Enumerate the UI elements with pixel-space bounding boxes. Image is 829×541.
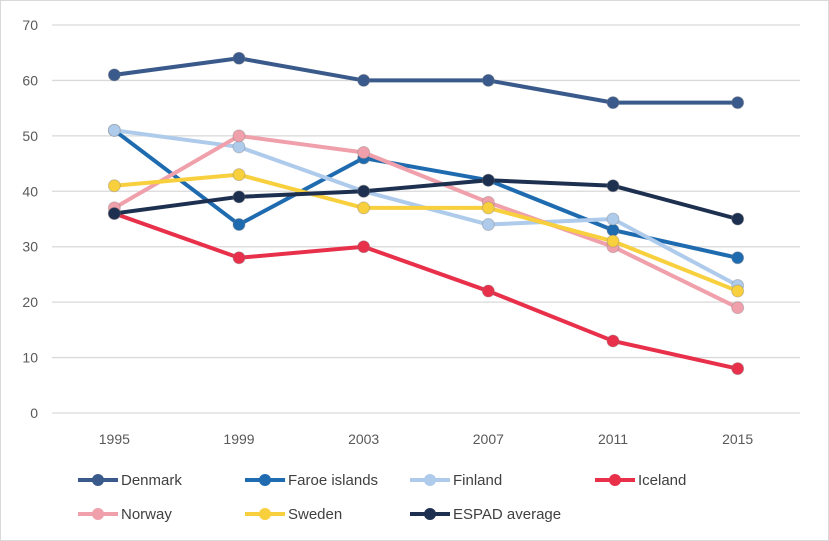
series-iceland — [107, 206, 745, 376]
legend-swatch-marker — [259, 474, 271, 486]
legend-swatch-marker — [424, 474, 436, 486]
y-tick-label: 20 — [22, 294, 38, 310]
legend-item: Finland — [410, 472, 502, 489]
data-point — [606, 179, 620, 193]
data-point — [232, 51, 246, 65]
y-tick-label: 40 — [22, 183, 38, 199]
legend-swatch-marker — [92, 508, 104, 520]
data-point — [232, 129, 246, 143]
data-point — [232, 190, 246, 204]
data-point — [731, 251, 745, 265]
legend-label: ESPAD average — [453, 506, 561, 523]
data-point — [107, 123, 121, 137]
series-norway — [107, 129, 745, 315]
data-point — [107, 206, 121, 220]
series-sweden — [107, 168, 745, 298]
data-point — [731, 301, 745, 315]
legend-label: Sweden — [288, 506, 342, 523]
data-point — [606, 223, 620, 237]
data-point — [357, 145, 371, 159]
y-tick-label: 0 — [30, 405, 38, 421]
series-line — [113, 211, 739, 371]
data-point — [357, 201, 371, 215]
data-point — [481, 173, 495, 187]
series-lines — [107, 51, 745, 376]
legend-item: Faroe islands — [245, 472, 378, 489]
x-tick-label: 2011 — [598, 431, 628, 447]
data-point — [481, 284, 495, 298]
x-tick-label: 2015 — [722, 431, 753, 447]
x-tick-label: 2007 — [473, 431, 504, 447]
data-point — [107, 179, 121, 193]
data-point — [357, 240, 371, 254]
y-tick-label: 70 — [22, 17, 38, 33]
legend-item: Sweden — [245, 506, 342, 523]
series-denmark — [107, 51, 745, 110]
data-point — [606, 212, 620, 226]
data-point — [481, 201, 495, 215]
y-axis-ticks: 0 10 20 30 40 50 60 70 — [22, 17, 38, 421]
data-point — [731, 284, 745, 298]
data-point — [232, 251, 246, 265]
legend-item: ESPAD average — [410, 506, 561, 523]
x-tick-label: 2003 — [348, 431, 379, 447]
legend-swatch-marker — [424, 508, 436, 520]
legend: Denmark Faroe islands Finland Iceland Norway… — [78, 472, 686, 523]
y-tick-label: 50 — [22, 128, 38, 144]
legend-swatch-marker — [259, 508, 271, 520]
data-point — [731, 212, 745, 226]
data-point — [357, 184, 371, 198]
legend-label: Norway — [121, 506, 172, 523]
data-point — [606, 96, 620, 110]
legend-label: Iceland — [638, 472, 686, 489]
series-line — [113, 133, 739, 310]
data-point — [606, 334, 620, 348]
series-espad-average — [107, 173, 745, 226]
data-point — [606, 234, 620, 248]
data-point — [232, 140, 246, 154]
data-point — [731, 362, 745, 376]
series-line — [113, 128, 739, 260]
series-line — [114, 56, 738, 105]
legend-swatch-marker — [609, 474, 621, 486]
legend-swatch-marker — [92, 474, 104, 486]
series-line — [114, 178, 739, 221]
x-tick-label: 1995 — [99, 431, 130, 447]
x-tick-label: 1999 — [223, 431, 254, 447]
legend-label: Denmark — [121, 472, 182, 489]
data-point — [107, 68, 121, 82]
y-tick-label: 10 — [22, 350, 38, 366]
data-point — [481, 218, 495, 232]
data-point — [232, 218, 246, 232]
data-point — [232, 168, 246, 182]
legend-label: Faroe islands — [288, 472, 378, 489]
series-line — [114, 172, 739, 293]
data-point — [731, 96, 745, 110]
data-point — [357, 73, 371, 87]
legend-item: Norway — [78, 506, 172, 523]
legend-item: Denmark — [78, 472, 182, 489]
y-tick-label: 30 — [22, 239, 38, 255]
gridlines — [52, 24, 800, 414]
y-tick-label: 60 — [22, 72, 38, 88]
legend-label: Finland — [453, 472, 502, 489]
legend-item: Iceland — [595, 472, 686, 489]
data-point — [481, 73, 495, 87]
x-axis-ticks: 1995 1999 2003 2007 2011 2015 — [99, 431, 754, 447]
